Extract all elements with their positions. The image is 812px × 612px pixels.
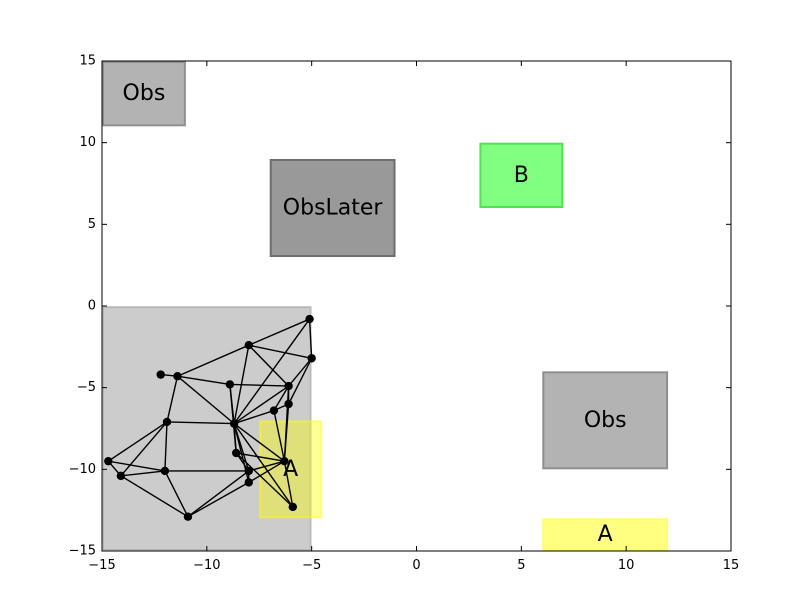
region-label-layer: Obs ObsLater B Obs A A (123, 81, 627, 547)
graph-node (116, 471, 126, 481)
graph-node (284, 381, 293, 391)
graph-node (162, 417, 172, 427)
graph-node (244, 341, 253, 350)
graph-edge (233, 409, 275, 425)
graph-edge (283, 403, 290, 462)
region-rect (542, 371, 669, 470)
graph-node (280, 456, 289, 466)
x-tick-label: −10 (193, 558, 220, 573)
graph-edge (164, 421, 168, 471)
graph-edge (273, 385, 290, 411)
node-layer (104, 314, 316, 521)
region-label: A (283, 457, 298, 482)
graph-node (156, 370, 165, 379)
x-tick-label: 0 (412, 558, 420, 573)
graph-edge (229, 383, 289, 387)
graph-edge (164, 470, 189, 518)
graph-edge (233, 423, 285, 462)
region-label: ObsLater (283, 196, 384, 221)
graph-node (160, 466, 170, 476)
region-rect (542, 518, 669, 551)
graph-edge (248, 318, 310, 346)
region-label: Obs (123, 81, 166, 106)
graph-edge (187, 481, 250, 518)
graph-node (173, 372, 182, 381)
y-tick-label: −10 (69, 462, 96, 477)
graph-edge (166, 421, 235, 425)
graph-edge (108, 460, 166, 472)
edge-layer (107, 318, 313, 518)
graph-node (244, 478, 253, 487)
graph-edge (107, 421, 168, 462)
graph-node (244, 466, 253, 476)
graph-edge (283, 461, 294, 508)
region-rect (269, 159, 396, 257)
graph-node (104, 456, 113, 466)
graph-node (269, 406, 279, 415)
region-label: Obs (584, 408, 627, 433)
y-tick-label: 15 (79, 54, 96, 69)
graph-node (231, 448, 241, 458)
graph-node (225, 380, 235, 389)
graph-edge (177, 375, 231, 386)
region-rect (102, 61, 186, 127)
graph-edge (120, 421, 168, 477)
graph-node (183, 512, 193, 521)
y-tick-label: −5 (77, 380, 96, 395)
graph-edge (233, 423, 237, 454)
graph-edge (248, 344, 290, 387)
y-tick-label: 10 (79, 135, 96, 150)
x-tick-label: −15 (88, 558, 115, 573)
graph-edge (236, 452, 285, 462)
y-tick-label: −15 (69, 544, 96, 559)
graph-edge (288, 357, 313, 387)
graph-edge (273, 410, 286, 462)
region-rect (479, 142, 564, 209)
graph-edge (120, 475, 189, 518)
graph-edge (233, 423, 294, 508)
graph-node (305, 314, 314, 324)
graph-edge (187, 470, 250, 518)
x-tick-label: 5 (517, 558, 525, 573)
graph-edge (248, 460, 285, 484)
graph-node (229, 419, 239, 428)
graph-node (307, 354, 316, 363)
graph-edge (287, 357, 313, 405)
graph-edge (166, 376, 179, 423)
graph-edge (308, 319, 313, 359)
x-tick-label: 15 (723, 558, 740, 573)
y-tick-label: 0 (88, 299, 96, 314)
graph-edge (235, 452, 294, 508)
graph-node (284, 399, 293, 409)
graph-node (288, 502, 297, 512)
region-label: B (514, 163, 529, 188)
graph-edge (177, 344, 250, 377)
graph-edge (120, 470, 165, 477)
region-layer (102, 61, 669, 551)
graph-edge (233, 318, 311, 425)
graph-edge (233, 385, 290, 425)
x-tick-label: −5 (302, 558, 321, 573)
region-label: A (598, 522, 613, 547)
axis-layer: −15 −10 −5 0 5 10 15 −15 −10 −5 0 5 10 15 (69, 54, 740, 574)
region-rect (102, 306, 312, 551)
y-tick-label: 5 (88, 217, 96, 232)
graph-edge (177, 375, 235, 425)
x-tick-label: 10 (618, 558, 635, 573)
graph-edge (248, 460, 285, 472)
graph-edge (248, 344, 312, 359)
